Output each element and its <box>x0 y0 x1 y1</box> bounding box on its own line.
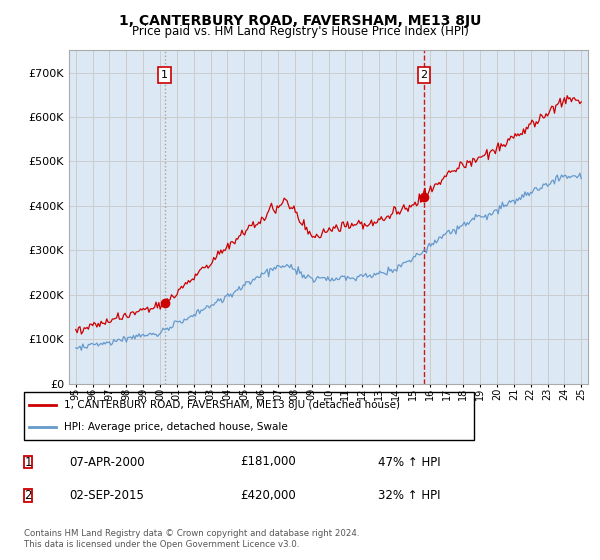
Text: 1, CANTERBURY ROAD, FAVERSHAM, ME13 8JU (detached house): 1, CANTERBURY ROAD, FAVERSHAM, ME13 8JU … <box>65 400 401 410</box>
Text: 2: 2 <box>421 70 428 80</box>
Text: 1: 1 <box>24 455 32 469</box>
Text: 1, CANTERBURY ROAD, FAVERSHAM, ME13 8JU: 1, CANTERBURY ROAD, FAVERSHAM, ME13 8JU <box>119 14 481 28</box>
Text: 02-SEP-2015: 02-SEP-2015 <box>69 489 144 502</box>
Text: Price paid vs. HM Land Registry's House Price Index (HPI): Price paid vs. HM Land Registry's House … <box>131 25 469 38</box>
Text: 07-APR-2000: 07-APR-2000 <box>69 455 145 469</box>
Text: 1: 1 <box>161 70 168 80</box>
Text: 2: 2 <box>24 489 32 502</box>
Text: £181,000: £181,000 <box>240 455 296 469</box>
Text: HPI: Average price, detached house, Swale: HPI: Average price, detached house, Swal… <box>65 422 288 432</box>
Text: £420,000: £420,000 <box>240 489 296 502</box>
Text: 32% ↑ HPI: 32% ↑ HPI <box>378 489 440 502</box>
Text: Contains HM Land Registry data © Crown copyright and database right 2024.
This d: Contains HM Land Registry data © Crown c… <box>24 529 359 549</box>
Text: 47% ↑ HPI: 47% ↑ HPI <box>378 455 440 469</box>
